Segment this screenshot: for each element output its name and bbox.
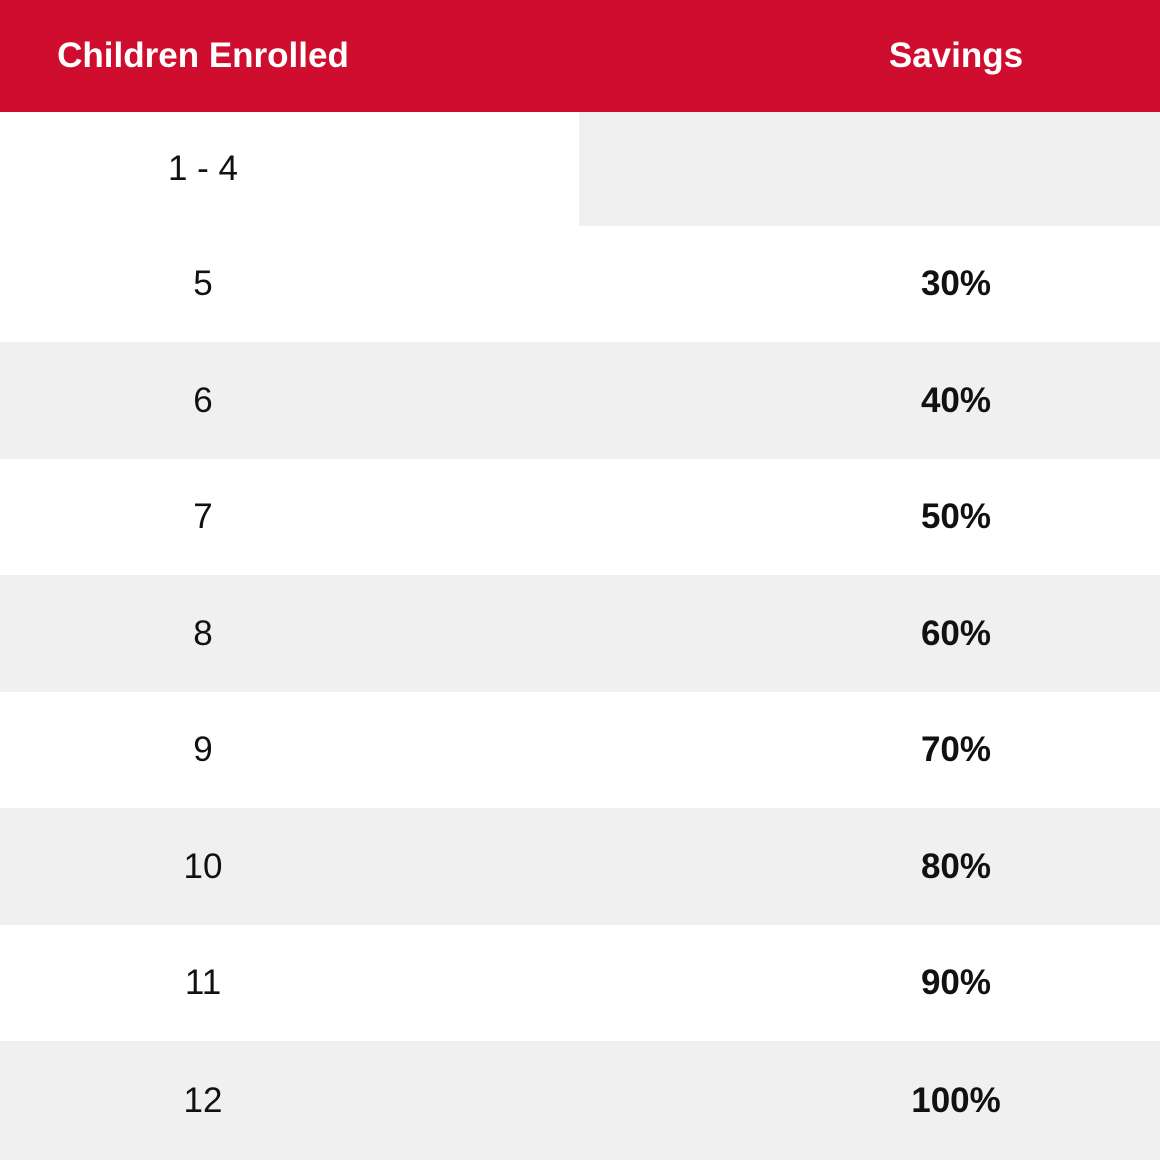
children-cell: 6 [193, 380, 213, 420]
savings-cell: 80% [920, 846, 992, 886]
children-cell: 1 - 4 [167, 149, 239, 188]
savings-cell [756, 112, 1156, 226]
header-savings: Savings [888, 36, 1024, 75]
table-row: 11 90% [0, 925, 1160, 1041]
table-row: 9 70% [0, 692, 1160, 808]
savings-cell: 70% [920, 730, 992, 769]
children-cell: 5 [193, 264, 213, 303]
header-children-enrolled: Children Enrolled [57, 36, 349, 75]
savings-cell: 50% [920, 497, 992, 536]
savings-cell: 40% [920, 380, 992, 420]
children-cell: 9 [193, 730, 213, 769]
table-row: 6 40% [0, 342, 1160, 459]
children-cell: 11 [184, 963, 222, 1002]
children-cell: 8 [193, 613, 213, 653]
table-row: 8 60% [0, 575, 1160, 692]
children-cell: 7 [193, 497, 213, 536]
table-header: Children Enrolled Savings [0, 0, 1160, 112]
savings-cell: 60% [920, 613, 992, 653]
children-cell: 10 [183, 846, 223, 886]
table-row: 10 80% [0, 808, 1160, 925]
savings-cell: 90% [920, 963, 992, 1002]
children-cell: 12 [183, 1080, 223, 1120]
savings-cell: 30% [920, 264, 992, 303]
table-row: 12 100% [0, 1041, 1160, 1160]
table-row: 1 - 4 [0, 112, 1160, 226]
savings-cell-empty [579, 112, 1160, 226]
table-row: 7 50% [0, 459, 1160, 575]
savings-cell: 100% [911, 1080, 1001, 1120]
table-row: 5 30% [0, 226, 1160, 342]
